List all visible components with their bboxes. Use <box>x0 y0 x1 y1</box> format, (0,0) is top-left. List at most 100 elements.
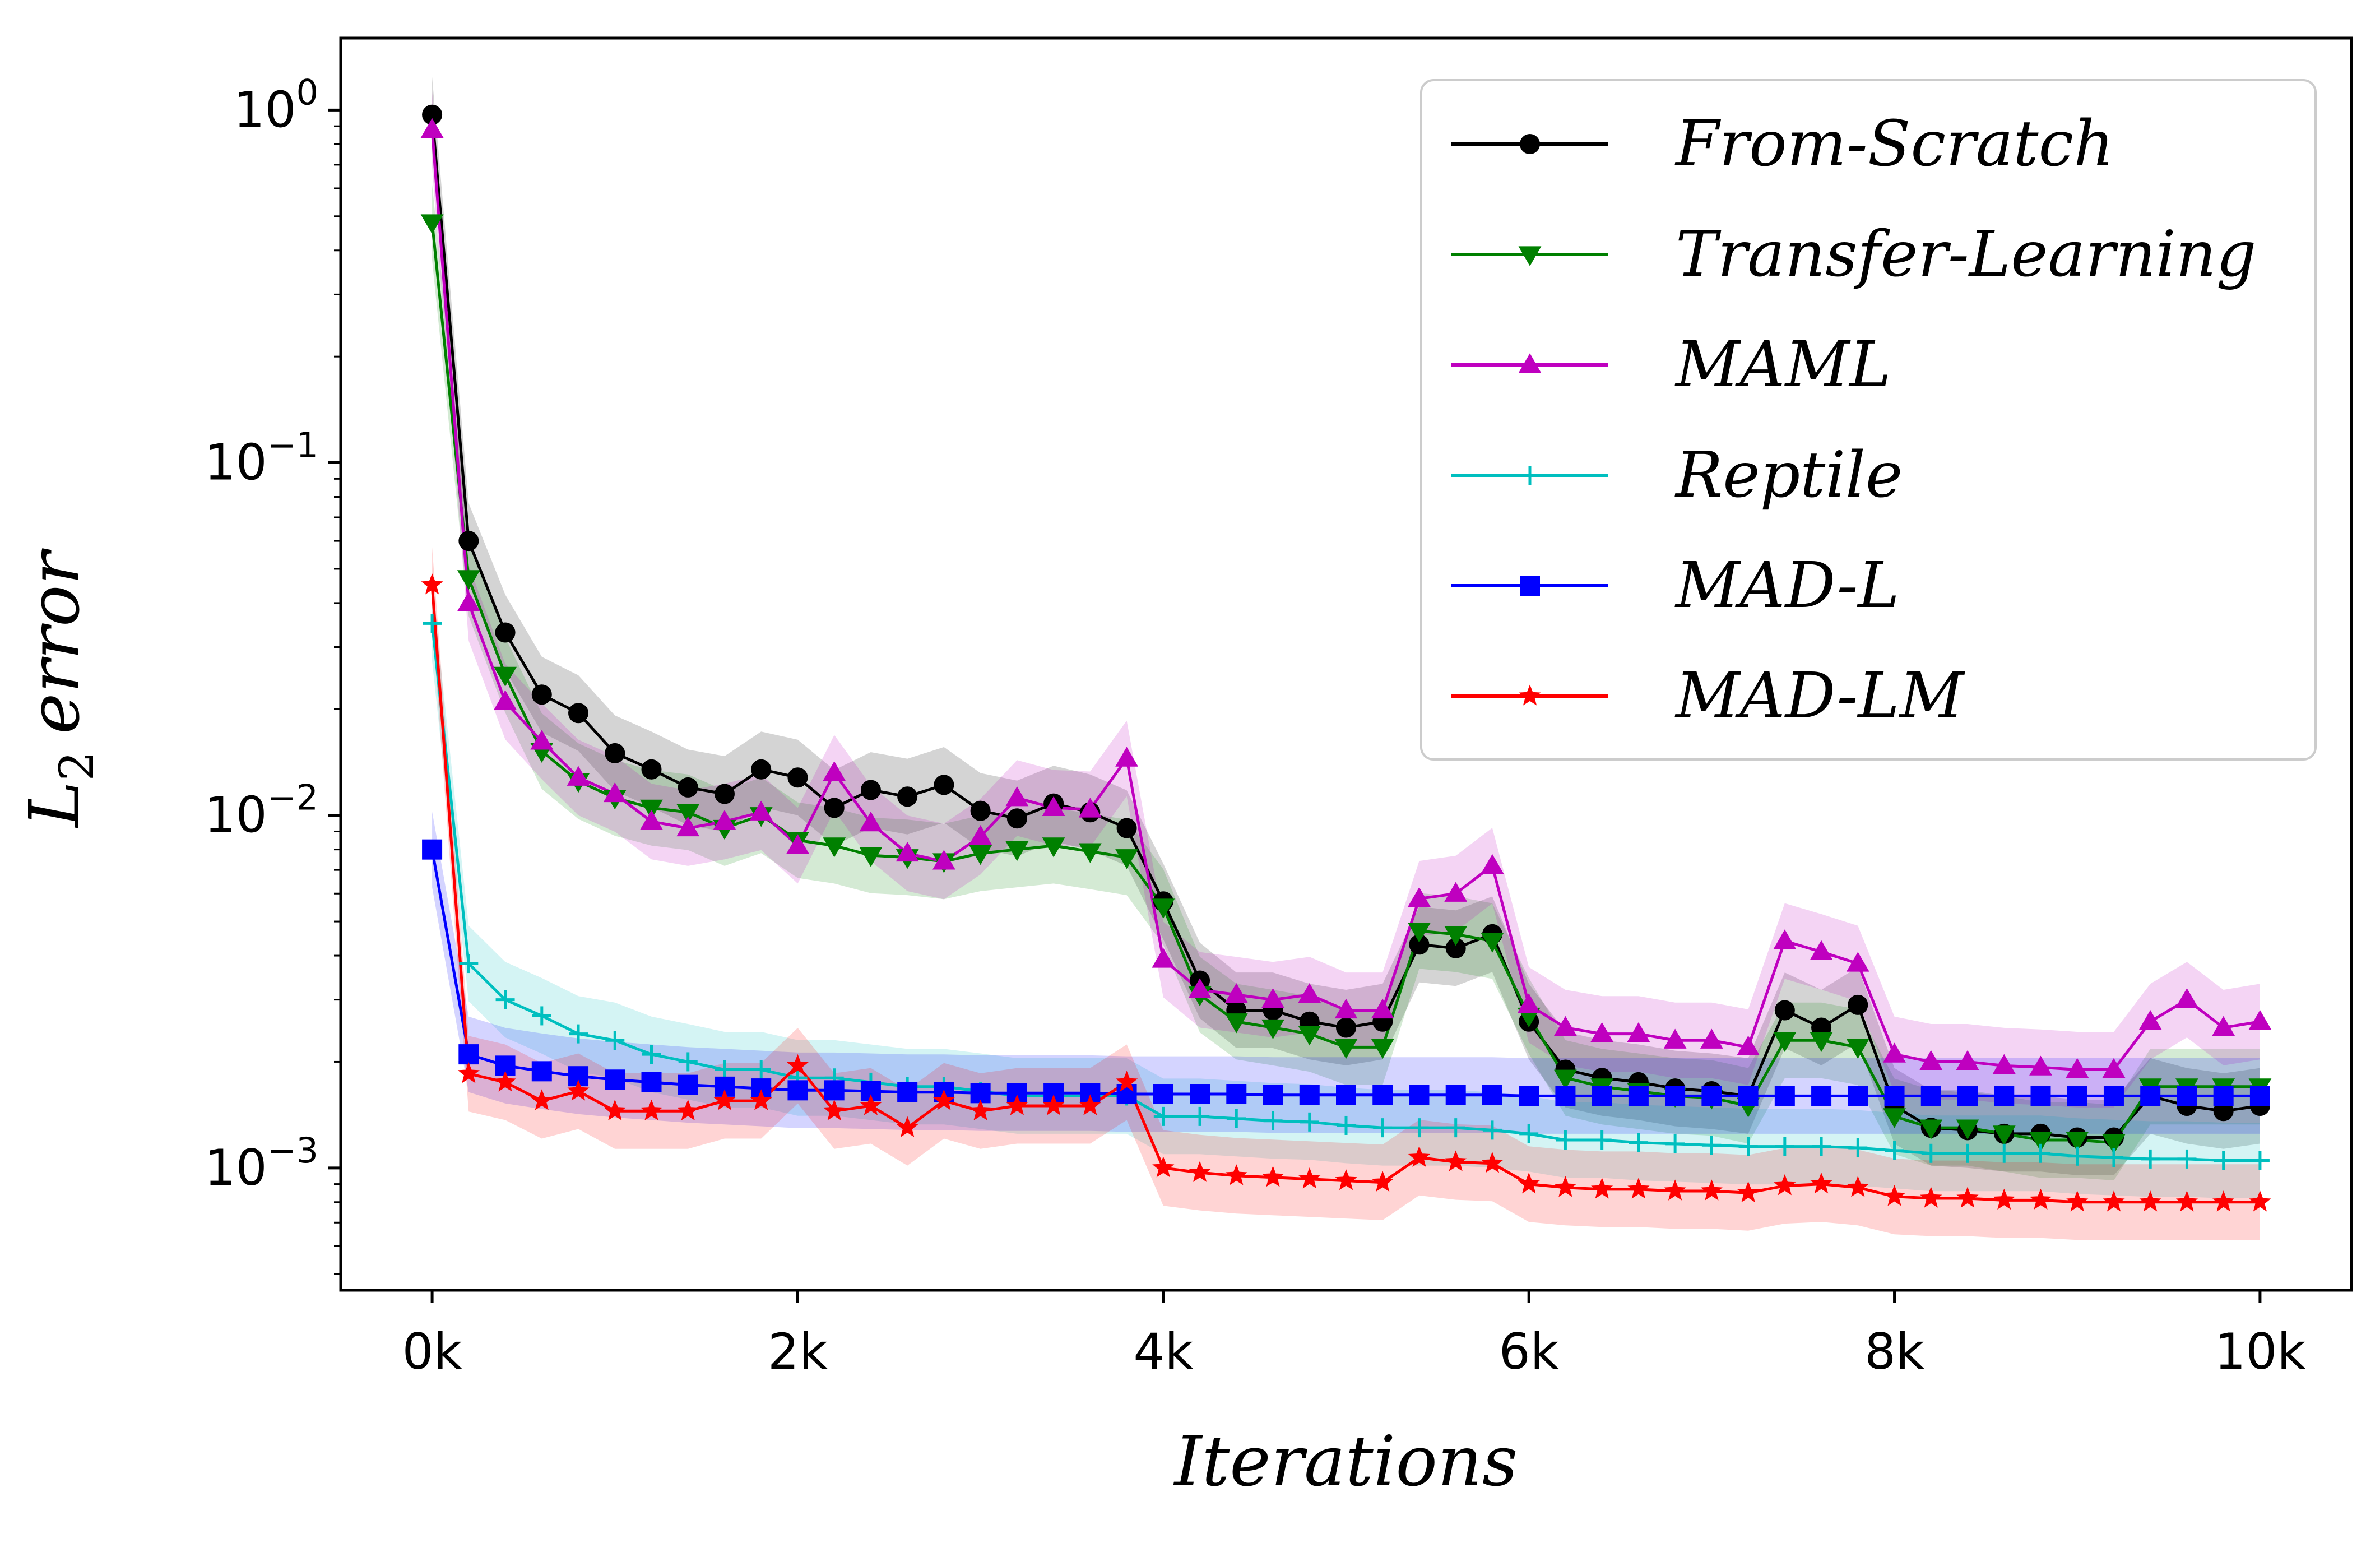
transfer-learning-point <box>1846 1039 1869 1059</box>
maml-point <box>1590 1022 1614 1042</box>
transfer-learning-point <box>1992 1125 2016 1146</box>
mad-lm-point <box>1261 1166 1284 1187</box>
mad-lm-point <box>823 1099 846 1120</box>
mad-l-point <box>1738 1086 1759 1106</box>
reptile-point <box>2067 1146 2087 1166</box>
from-scratch-point <box>860 780 881 800</box>
mad-lm-point <box>494 1071 517 1092</box>
mad-l-point <box>1519 1086 1539 1106</box>
maml-point <box>1627 1022 1650 1042</box>
from-scratch-point <box>1848 994 1868 1015</box>
maml-point <box>1553 1016 1577 1036</box>
y-axis-title: L2 error <box>15 548 104 828</box>
legend-entry-reptile: Reptile <box>1451 439 1903 512</box>
reptile-point <box>2031 1143 2050 1163</box>
mad-lm-point <box>1847 1176 1869 1197</box>
reptile-point <box>2177 1149 2197 1169</box>
maml-point <box>2066 1058 2089 1078</box>
y-axis: 100 10−1 10−2 10−3 <box>205 72 341 1275</box>
mad-l-point <box>678 1074 698 1095</box>
mad-lm-point <box>677 1099 699 1120</box>
transfer-learning-point <box>676 804 700 824</box>
legend-label: Reptile <box>1674 439 1903 512</box>
mad-l-point <box>1774 1086 1795 1106</box>
transfer-learning-point <box>859 847 883 867</box>
transfer-learning-point <box>1224 1013 1248 1034</box>
mad-lm-point <box>567 1079 590 1101</box>
mad-lm-point <box>1298 1167 1321 1189</box>
transfer-learning-point <box>1553 1069 1577 1090</box>
mad-l-point <box>1957 1086 1978 1106</box>
maml-point <box>932 850 955 870</box>
from-scratch-point <box>531 684 552 705</box>
maml-point <box>1663 1028 1687 1049</box>
mad-lm-point <box>2029 1188 2052 1210</box>
x-tick-label: 2k <box>768 1323 828 1380</box>
maml-point <box>2138 1010 2162 1030</box>
legend-entry-transfer-learning: Transfer-Learning <box>1451 218 2257 291</box>
mad-l-point <box>422 839 443 860</box>
mad-l-point <box>897 1082 918 1102</box>
legend-marker <box>1519 684 1541 706</box>
from-scratch-point <box>1116 818 1137 838</box>
x-axis: 0k 2k 4k 6k 8k 10k <box>402 1290 2305 1380</box>
mad-lm-band <box>432 547 2260 1240</box>
mad-l-point <box>1263 1085 1283 1105</box>
mad-lm-point <box>1042 1094 1065 1115</box>
reptile-point <box>1994 1143 2014 1163</box>
reptile-point <box>642 1045 661 1064</box>
reptile-point <box>1958 1143 1978 1163</box>
mad-lm-point <box>1810 1173 1832 1194</box>
maml-point <box>1078 798 1102 818</box>
legend-label: From-Scratch <box>1674 108 2114 180</box>
mad-l-point <box>531 1061 552 1082</box>
mad-lm-point <box>1371 1170 1394 1192</box>
from-scratch-point <box>605 743 625 763</box>
mad-l-point <box>1116 1084 1137 1105</box>
maml-point <box>749 800 773 821</box>
from-scratch-point <box>678 777 698 798</box>
maml-point <box>1737 1035 1760 1055</box>
from-scratch-point <box>495 622 516 643</box>
y-axis-title-suffix: error <box>15 548 95 734</box>
reptile-point <box>1373 1118 1393 1138</box>
transfer-learning-point <box>1298 1026 1321 1046</box>
from-scratch-point <box>641 759 662 780</box>
from-scratch-point <box>568 703 589 724</box>
reptile-point <box>1153 1106 1173 1126</box>
transfer-learning-point <box>494 666 517 687</box>
from-scratch-point <box>458 531 479 552</box>
legend-marker <box>1520 134 1540 154</box>
from-scratch-point <box>714 784 735 804</box>
mad-lm-point <box>786 1054 809 1076</box>
mad-l-point <box>1848 1086 1868 1106</box>
mad-l-point <box>1372 1085 1393 1105</box>
maml-band <box>432 91 2260 1108</box>
series-markers <box>420 104 2272 1212</box>
y-tick-label: 10−1 <box>205 425 318 492</box>
maml-point <box>1408 887 1431 907</box>
mad-l-point <box>1994 1086 2015 1106</box>
mad-l-point <box>1153 1084 1173 1105</box>
maml-point <box>420 118 444 138</box>
legend-marker <box>1520 466 1539 485</box>
transfer-learning-point <box>2029 1132 2052 1152</box>
mad-l-point <box>1665 1086 1686 1106</box>
reptile-point <box>715 1060 734 1079</box>
mad-lm-point <box>1445 1150 1467 1171</box>
maml-point <box>1224 983 1248 1003</box>
maml-point <box>969 825 992 845</box>
mad-lm-point <box>896 1116 918 1137</box>
reptile-point <box>1665 1134 1685 1153</box>
maml-point <box>676 816 700 837</box>
from-scratch-point <box>824 798 845 818</box>
mad-l-point <box>605 1069 625 1090</box>
mad-lm-point <box>1774 1174 1796 1196</box>
plot-frame <box>339 36 2353 1292</box>
legend: From-Scratch Transfer-Learning MAML Reptile… <box>1420 79 2317 761</box>
transfer-learning-point <box>1810 1032 1833 1052</box>
legend-marker <box>1518 353 1542 373</box>
mad-lm-point <box>1737 1181 1760 1202</box>
y-tick-label: 10−3 <box>205 1130 318 1197</box>
from-scratch-point <box>1336 1017 1356 1038</box>
